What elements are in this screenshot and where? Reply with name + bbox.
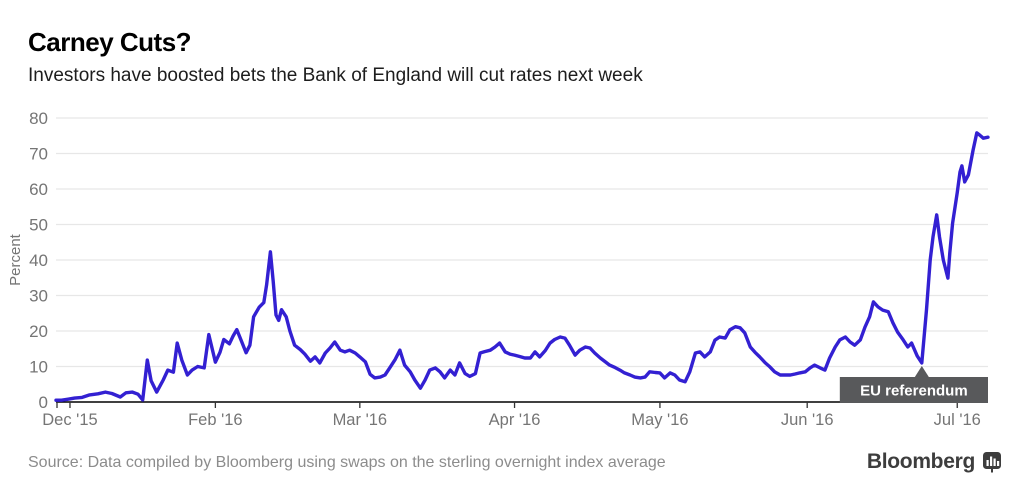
chart-subtitle: Investors have boosted bets the Bank of … (28, 64, 643, 86)
annotation-box (839, 377, 988, 403)
chart-header: Carney Cuts? Investors have boosted bets… (28, 28, 1004, 87)
bloomberg-logo: Bloomberg (867, 450, 1002, 474)
annotation-pointer (914, 366, 929, 377)
y-tick-label: 0 (39, 393, 48, 412)
chart-footer: Source: Data compiled by Bloomberg using… (28, 450, 1002, 484)
x-tick-label: Apr '16 (489, 411, 541, 429)
bloomberg-wordmark: Bloomberg (866, 450, 975, 473)
x-tick-label: Feb '16 (188, 411, 243, 429)
chart-canvas: 0 10 20 30 40 50 60 70 80 Percent Dec '15 Feb '16 Ma… (7, 109, 990, 429)
source-note: Source: Data compiled by Bloomberg using… (28, 454, 666, 471)
chart-title: Carney Cuts? (28, 27, 192, 57)
x-tick-label: Mar '16 (333, 411, 388, 429)
y-tick-label: 10 (29, 358, 48, 377)
y-tick-label: 30 (29, 287, 48, 306)
x-tick-label: Jun '16 (781, 411, 834, 429)
bar-chart-icon (983, 452, 1001, 473)
y-axis-title: Percent (7, 233, 24, 286)
y-tick-label: 40 (29, 251, 48, 270)
y-tick-label: 60 (29, 180, 48, 199)
y-tick-label: 70 (29, 145, 48, 164)
y-tick-label: 80 (29, 109, 48, 128)
y-tick-label: 20 (29, 322, 48, 341)
x-tick-label: Dec '15 (42, 411, 97, 429)
annotation-label: EU referendum (860, 383, 968, 400)
data-line (54, 131, 990, 402)
y-tick-label: 50 (29, 216, 48, 235)
x-tick-label: May '16 (631, 411, 688, 429)
line-chart: 0 10 20 30 40 50 60 70 80 Percent Dec '15 Feb '16 Ma… (0, 95, 1024, 435)
x-tick-label: Jul '16 (934, 411, 981, 429)
